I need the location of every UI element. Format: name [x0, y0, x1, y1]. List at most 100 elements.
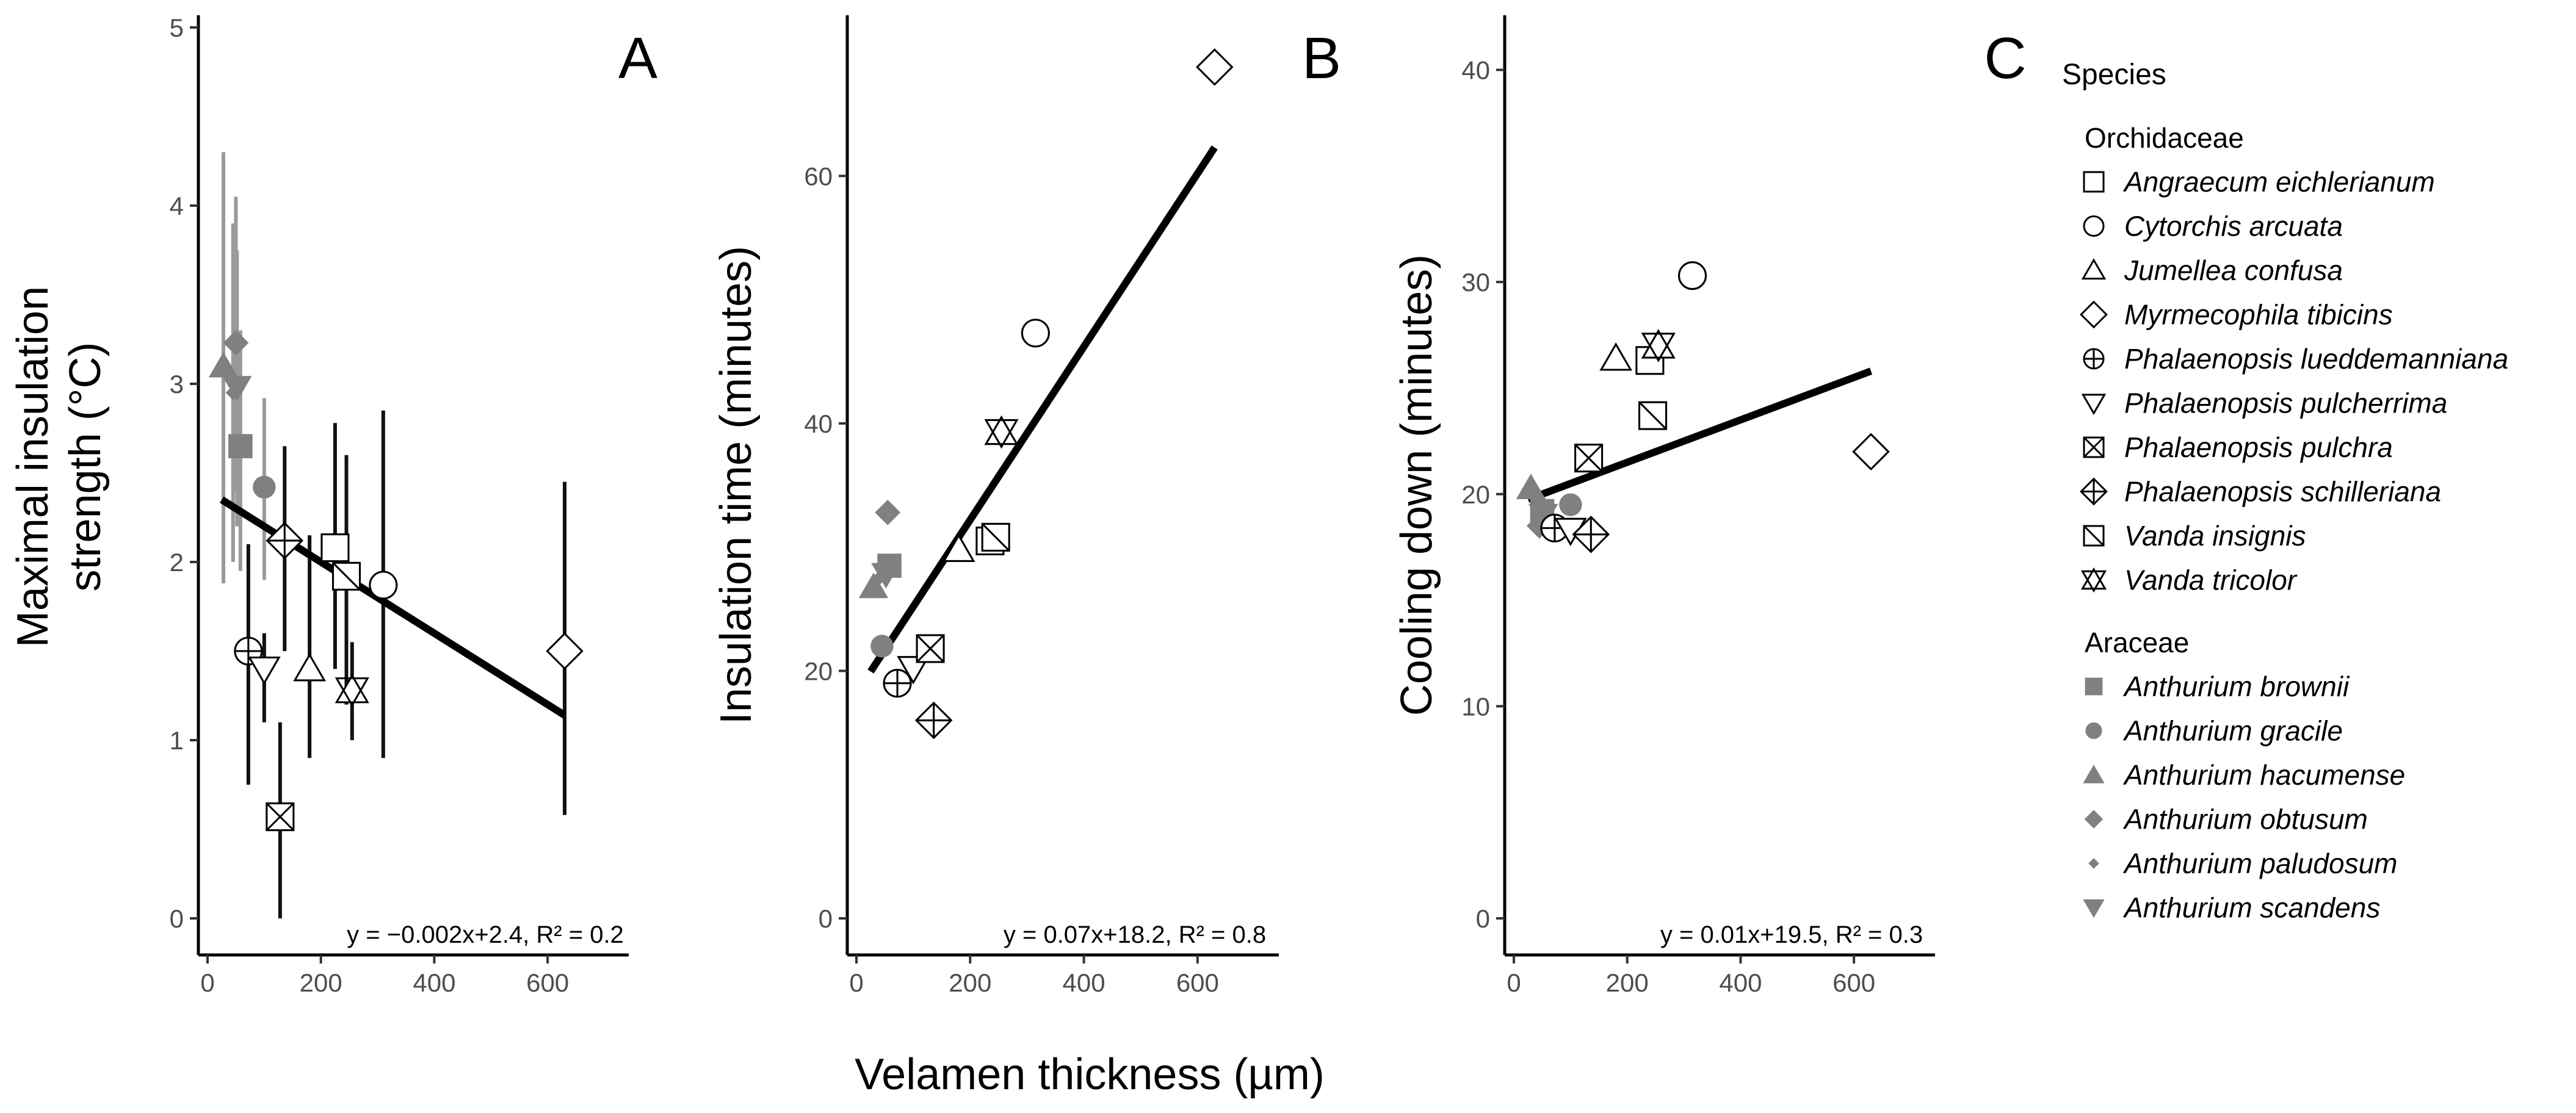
y-tick-label: 0: [1476, 904, 1490, 933]
y-axis-title: Insulation time (minutes): [712, 246, 761, 724]
point-anthurium-scandens: [222, 376, 252, 402]
legend-marker: [2083, 525, 2105, 547]
point-phalaenopsis-schilleriana: [914, 701, 953, 740]
point-anthurium-hacumense: [858, 572, 889, 599]
y-tick-label: 0: [819, 904, 833, 933]
x-tick-label: 400: [413, 968, 455, 997]
y-tick-label: 1: [170, 726, 184, 755]
regression-equation: y = 0.07x+18.2, R² = 0.8: [1004, 921, 1266, 948]
legend-groups: Orchidaceae Angraecum eichlerianum Cytorch…: [2080, 122, 2508, 924]
legend-item-label: Anthurium gracile: [2122, 715, 2343, 747]
legend-item-label: Anthurium hacumense: [2122, 759, 2405, 791]
legend-item-label: Angraecum eichlerianum: [2122, 166, 2435, 198]
point-phalaenopsis-pulcherrima: [897, 656, 930, 685]
point-anthurium-obtusum: [223, 330, 249, 356]
legend-marker: [2081, 394, 2107, 416]
point-myrmecophila-tibicins: [1196, 48, 1234, 86]
point-anthurium-scandens: [871, 563, 901, 589]
x-tick-label: 600: [1833, 968, 1875, 997]
x-tick-label: 400: [1719, 968, 1762, 997]
x-tick-label: 0: [1507, 968, 1521, 997]
legend-item-anthurium-obtusum: Anthurium obtusum: [2084, 804, 2368, 835]
point-anthurium-gracile: [870, 635, 894, 658]
legend-group-label: Orchidaceae: [2085, 122, 2244, 154]
point-vanda-tricolor: [335, 673, 369, 707]
y-tick-label: 0: [170, 904, 184, 933]
legend-item-vanda-tricolor: Vanda tricolor: [2080, 564, 2298, 596]
point-vanda-tricolor: [1641, 329, 1676, 362]
legend-marker: [2080, 477, 2108, 506]
point-jumellea-confusa: [1599, 342, 1633, 371]
point-anthurium-obtusum: [875, 499, 901, 525]
legend-item-anthurium-brownii: Anthurium brownii: [2085, 671, 2350, 702]
point-anthurium-obtusum: [1526, 513, 1552, 539]
y-tick-label: 40: [804, 409, 833, 438]
legend-marker: [2085, 677, 2103, 696]
legend-marker: [2080, 567, 2107, 593]
legend-marker: [2083, 436, 2105, 458]
legend-marker: [2081, 258, 2107, 280]
point-phalaenopsis-pulchra: [916, 634, 945, 663]
point-cytorchis-arcuata: [369, 571, 398, 600]
y-tick-label: 3: [170, 370, 184, 398]
point-myrmecophila-tibicins: [1852, 433, 1890, 471]
legend-marker: [2084, 810, 2104, 829]
legend-item-jumellea-confusa: Jumellea confusa: [2081, 254, 2343, 286]
legend-item-anthurium-hacumense: Anthurium hacumense: [2083, 759, 2405, 791]
point-phalaenopsis-lueddemanniana: [883, 669, 912, 698]
legend-item-label: Phalaenopsis schilleriana: [2124, 476, 2441, 508]
x-tick-label: 200: [300, 968, 342, 997]
point-cytorchis-arcuata: [1677, 261, 1707, 290]
point-phalaenopsis-pulchra: [266, 802, 295, 832]
legend-item-label: Phalaenopsis pulcherrima: [2124, 387, 2447, 419]
y-tick-label: 5: [170, 13, 184, 42]
legend-title: Species: [2062, 59, 2166, 91]
legend-item-anthurium-scandens: Anthurium scandens: [2083, 892, 2380, 924]
legend-item-phalaenopsis-lueddemanniana: Phalaenopsis lueddemanniana: [2083, 343, 2508, 375]
legend-item-label: Vanda insignis: [2124, 520, 2306, 552]
y-axis-title: Maximal insulationstrength (°C): [9, 286, 110, 647]
legend: Species Orchidaceae Angraecum eichlerianu…: [2062, 59, 2508, 924]
y-axis-title: Cooling down (minutes): [1392, 254, 1441, 716]
regression-equation: y = 0.01x+19.5, R² = 0.3: [1660, 921, 1923, 948]
panel-letter: C: [1984, 26, 2026, 91]
y-tick-label: 20: [804, 657, 833, 685]
point-phalaenopsis-schilleriana: [266, 522, 304, 560]
legend-item-phalaenopsis-schilleriana: Phalaenopsis schilleriana: [2080, 476, 2441, 508]
legend-marker: [2083, 899, 2105, 918]
x-axis-title: Velamen thickness (µm): [855, 1050, 1325, 1099]
y-tick-label: 2: [170, 548, 184, 577]
x-tick-label: 0: [849, 968, 863, 997]
legend-item-label: Cytorchis arcuata: [2124, 211, 2343, 242]
point-anthurium-paludosum: [1529, 491, 1544, 506]
legend-item-anthurium-paludosum: Anthurium paludosum: [2088, 848, 2397, 879]
legend-item-phalaenopsis-pulchra: Phalaenopsis pulchra: [2083, 431, 2393, 463]
point-jumellea-confusa: [293, 653, 327, 682]
x-tick-label: 400: [1063, 968, 1105, 997]
y-tick-label: 10: [1461, 692, 1490, 721]
legend-group-label: Araceae: [2085, 627, 2189, 658]
panel-letter: A: [618, 26, 657, 91]
point-vanda-insignis: [1638, 401, 1668, 430]
legend-group-orchidaceae: Orchidaceae Angraecum eichlerianum Cytorch…: [2080, 122, 2508, 596]
point-jumellea-confusa: [942, 533, 975, 562]
point-anthurium-hacumense: [1516, 474, 1546, 500]
legend-item-label: Vanda tricolor: [2124, 564, 2298, 596]
point-phalaenopsis-pulcherrima: [247, 656, 281, 685]
regression-equation: y = −0.002x+2.4, R² = 0.2: [347, 921, 624, 948]
legend-item-phalaenopsis-pulcherrima: Phalaenopsis pulcherrima: [2081, 387, 2447, 419]
legend-marker: [2083, 171, 2105, 193]
legend-marker: [2083, 348, 2105, 370]
y-tick-label: 20: [1461, 480, 1490, 509]
x-tick-label: 200: [949, 968, 991, 997]
legend-item-label: Jumellea confusa: [2124, 254, 2343, 286]
x-tick-label: 600: [1176, 968, 1219, 997]
point-anthurium-brownii: [228, 434, 253, 458]
point-phalaenopsis-pulchra: [1574, 444, 1604, 473]
regression-line: [867, 145, 1218, 674]
legend-marker: [2088, 858, 2099, 869]
point-cytorchis-arcuata: [1021, 319, 1050, 348]
legend-item-label: Phalaenopsis lueddemanniana: [2124, 343, 2508, 375]
